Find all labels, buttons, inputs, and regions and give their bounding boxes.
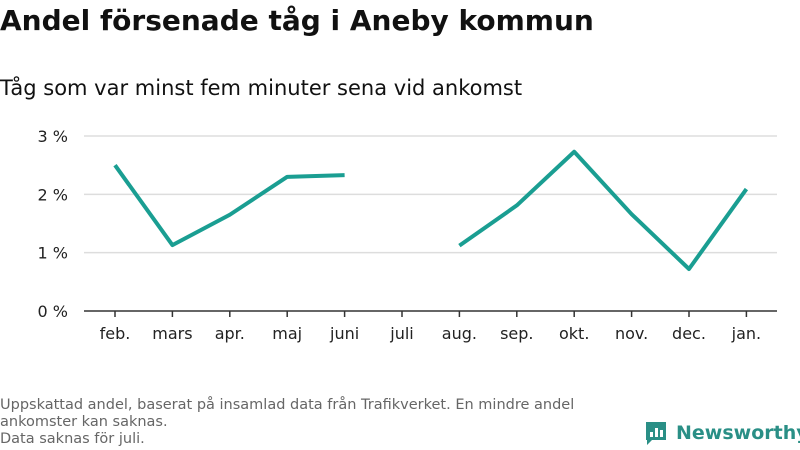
series-line-segment [113, 163, 345, 248]
x-tick-label: aug. [442, 324, 477, 343]
x-tick-label: juni [329, 324, 359, 343]
x-tick-label: feb. [100, 324, 131, 343]
series-lines [113, 149, 749, 271]
x-tick-label: sep. [500, 324, 533, 343]
x-tick-label: dec. [672, 324, 706, 343]
x-tick-label: jan. [731, 324, 761, 343]
x-tick-label: apr. [215, 324, 245, 343]
x-axis-ticks [114, 311, 748, 317]
x-axis-tick-labels: feb. mars apr. maj juni juli aug. sep. okt. nov. d… [100, 324, 762, 343]
y-axis-tick-labels: 0 % 1 % 2 % 3 % [38, 127, 68, 321]
brand-logo: Newsworthy [644, 420, 800, 446]
chart-subtitle: Tåg som var minst fem minuter sena vid a… [0, 76, 523, 100]
x-tick-label: maj [272, 324, 302, 343]
y-tick-label: 0 % [38, 302, 68, 321]
x-tick-label: juli [389, 324, 413, 343]
footnote-missing-data: Data saknas för juli. [0, 431, 145, 447]
y-tick-label: 2 % [38, 185, 68, 204]
x-tick-label: okt. [559, 324, 589, 343]
brand-name: Newsworthy [676, 422, 800, 444]
footnote: Uppskattad andel, baserat på insamlad da… [0, 397, 640, 448]
chart-title: Andel försenade tåg i Aneby kommun [0, 4, 594, 37]
y-tick-label: 3 % [38, 127, 68, 146]
gridlines [84, 135, 777, 254]
line-chart: 0 % 1 % 2 % 3 % feb. mars apr. maj juni juli aug.… [38, 127, 777, 343]
x-tick-label: mars [152, 324, 192, 343]
y-tick-label: 1 % [38, 244, 68, 263]
x-tick-label: nov. [615, 324, 648, 343]
footnote-source: Uppskattad andel, baserat på insamlad da… [0, 397, 575, 430]
bar-chart-logo-icon [646, 422, 666, 445]
series-line-segment [458, 149, 749, 271]
